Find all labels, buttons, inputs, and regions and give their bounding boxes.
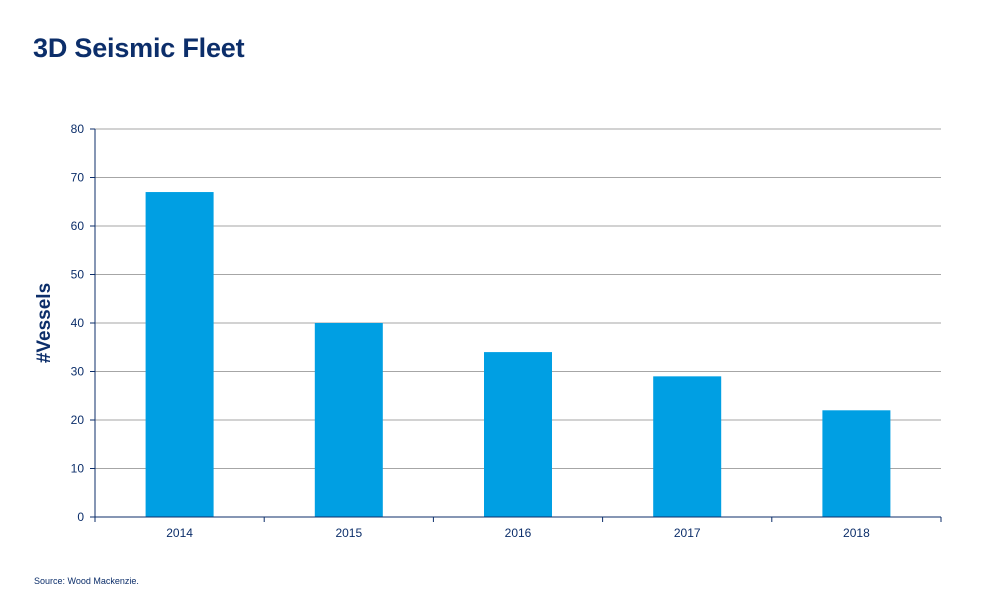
y-axis-label: #Vessels bbox=[34, 283, 55, 363]
x-tick-label: 2018 bbox=[843, 526, 870, 540]
bar-2017 bbox=[653, 376, 722, 517]
y-tick-label: 30 bbox=[71, 365, 85, 379]
x-tick-label: 2016 bbox=[505, 526, 532, 540]
x-tick-label: 2014 bbox=[166, 526, 193, 540]
bar-2018 bbox=[822, 410, 891, 517]
bars bbox=[145, 192, 891, 518]
chart-title: 3D Seismic Fleet bbox=[33, 33, 245, 63]
x-tick-label: 2017 bbox=[674, 526, 701, 540]
y-tick-label: 20 bbox=[71, 413, 85, 427]
y-tick-label: 80 bbox=[71, 122, 85, 136]
y-tick-label: 0 bbox=[77, 510, 84, 524]
y-tick-labels: 0 10 20 30 40 50 60 70 80 bbox=[71, 122, 85, 524]
bar-2014 bbox=[145, 192, 214, 518]
y-tick-label: 10 bbox=[71, 462, 85, 476]
x-tick-labels: 2014 2015 2016 2017 2018 bbox=[166, 526, 870, 540]
source-note: Source: Wood Mackenzie. bbox=[34, 576, 139, 586]
y-tick-label: 60 bbox=[71, 219, 85, 233]
y-tick-label: 50 bbox=[71, 268, 85, 282]
y-tick-label: 70 bbox=[71, 171, 85, 185]
x-tick-label: 2015 bbox=[335, 526, 362, 540]
axes bbox=[90, 128, 942, 522]
bar-2016 bbox=[484, 352, 552, 517]
y-tick-label: 40 bbox=[71, 316, 85, 330]
bar-2015 bbox=[314, 323, 383, 517]
